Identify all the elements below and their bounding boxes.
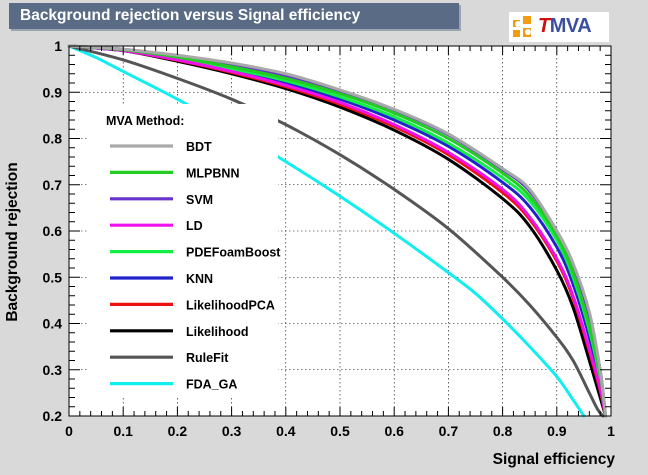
legend-label: SVM [186,193,213,207]
series-line-mlpbnn [67,44,608,418]
legend-label: MLPBNN [186,166,239,180]
legend-label: Likelihood [186,325,249,339]
y-tick-label: 0.8 [43,131,63,147]
y-tick-label: 0.5 [43,269,63,285]
legend-label: RuleFit [186,351,229,365]
x-tick-label: 0.1 [113,423,133,439]
x-tick-label: 0.8 [493,423,513,439]
y-axis-label: Background rejection [4,162,21,321]
y-tick-label: 0.7 [43,177,63,193]
legend-label: BDT [186,140,212,154]
series-line-bdt [67,44,608,418]
legend-label: FDA_GA [186,378,237,392]
series-line-fda-ga [67,44,586,418]
y-tick-label: 0.9 [43,84,63,100]
legend: MVA Method: BDT MLPBNN SVM LD PDEFoamBoost KN… [88,104,281,396]
axis-ticks: 0 0.1 0.2 0.3 0.4 0.5 0.6 0.7 0.8 0.9 1 0.2 0.3 0.4 0.… [43,38,616,439]
tmva-logo: TMVA [509,12,609,42]
chart-title: Background rejection versus Signal effic… [9,3,459,29]
x-tick-label: 0.6 [384,423,404,439]
legend-label: LD [186,219,203,233]
x-axis-label: Signal efficiency [493,451,616,468]
y-tick-label: 0.6 [43,223,63,239]
x-tick-label: 0.7 [439,423,459,439]
legend-label: LikelihoodPCA [186,298,275,312]
y-tick-label: 1 [54,38,62,54]
legend-label: PDEFoamBoost [186,246,281,260]
x-tick-label: 0.2 [168,423,188,439]
x-tick-label: 0.3 [222,423,242,439]
y-tick-label: 0.3 [43,362,63,378]
legend-label: KNN [186,272,213,286]
x-tick-label: 0.9 [547,423,567,439]
tmva-logo-icon [513,16,531,37]
x-tick-label: 1 [607,423,615,439]
x-tick-label: 0 [65,423,73,439]
x-tick-label: 0.4 [276,423,296,439]
y-tick-label: 0.4 [43,316,63,332]
series-line-rulefit [67,44,605,418]
tmva-logo-text: TMVA [538,15,592,37]
x-tick-label: 0.5 [330,423,350,439]
legend-title: MVA Method: [106,114,184,128]
y-tick-label: 0.2 [43,408,63,424]
series-line-ld [67,44,608,418]
series-lines [67,44,608,418]
